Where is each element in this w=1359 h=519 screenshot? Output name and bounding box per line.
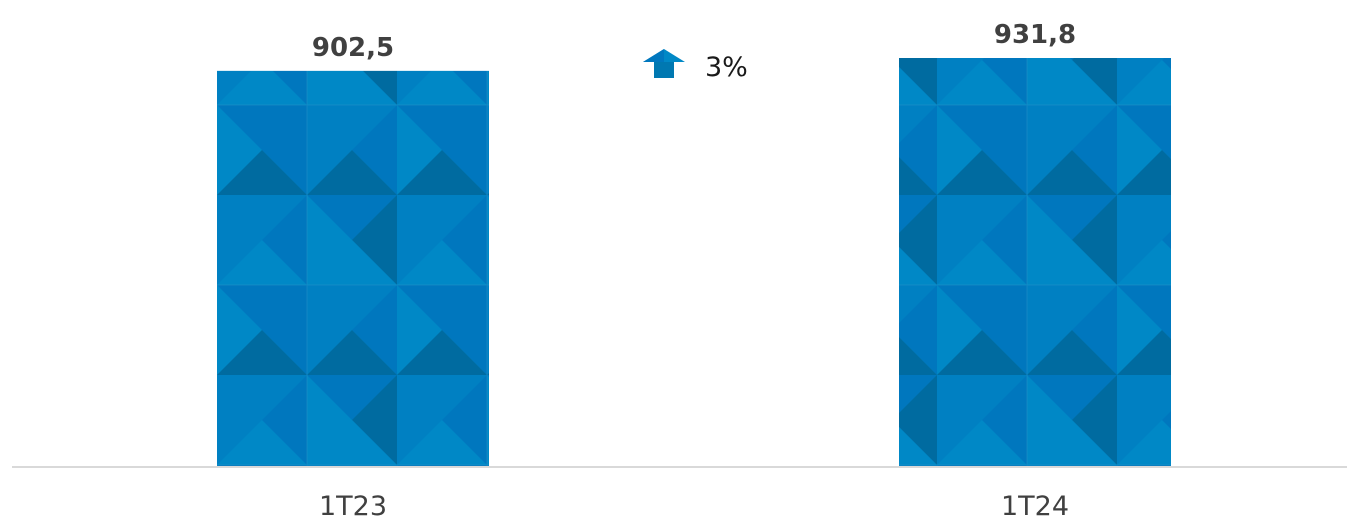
bars-layer bbox=[217, 58, 1171, 467]
category-label-1t24: 1T24 bbox=[1001, 491, 1069, 519]
variation-indicator: 3% bbox=[643, 49, 748, 83]
bar-1t24 bbox=[899, 58, 1171, 467]
arrow-up-icon bbox=[643, 49, 685, 78]
value-label-1t23: 902,5 bbox=[312, 33, 394, 63]
bar-1t23 bbox=[217, 70, 489, 467]
value-label-1t24: 931,8 bbox=[994, 20, 1076, 50]
labels-layer: 902,5 1T23 931,8 1T24 bbox=[312, 20, 1076, 519]
variation-label: 3% bbox=[705, 52, 748, 83]
category-label-1t23: 1T23 bbox=[319, 491, 387, 519]
